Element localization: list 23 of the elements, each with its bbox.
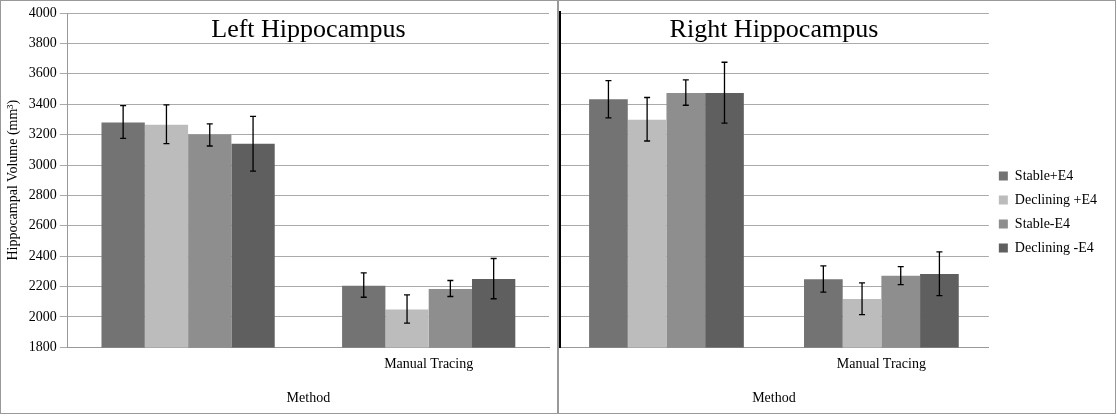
y-tick-label: 2000 [28,308,57,324]
legend-label: Stable-E4 [1014,215,1071,231]
y-tick-label: 2400 [28,247,57,263]
y-tick-label: 3800 [28,35,57,51]
chart-title: Left Hippocampus [211,13,406,43]
y-tick-label: 2600 [28,217,57,233]
y-tick-label: 2200 [28,278,57,294]
x-axis-title: Method [752,390,796,406]
y-tick-label: 2800 [28,187,57,203]
legend-label: Declining +E4 [1014,191,1097,207]
legend-label: Declining -E4 [1014,239,1094,255]
y-tick-label: 3600 [28,65,57,81]
y-tick-label: 3400 [28,95,57,111]
y-axis-title: Hippocampal Volume (mm³) [5,99,22,261]
chart-title: Right Hippocampus [669,13,879,43]
x-tick-label: Manual Tracing [384,356,474,372]
x-axis-title: Method [286,390,331,406]
x-tick-label: Manual Tracing [836,356,926,372]
y-tick-label: 3200 [28,126,57,142]
legend-label: Stable+E4 [1014,167,1074,183]
y-tick-label: 4000 [28,4,57,20]
y-tick-label: 1800 [28,339,57,355]
y-tick-label: 3000 [28,156,57,172]
